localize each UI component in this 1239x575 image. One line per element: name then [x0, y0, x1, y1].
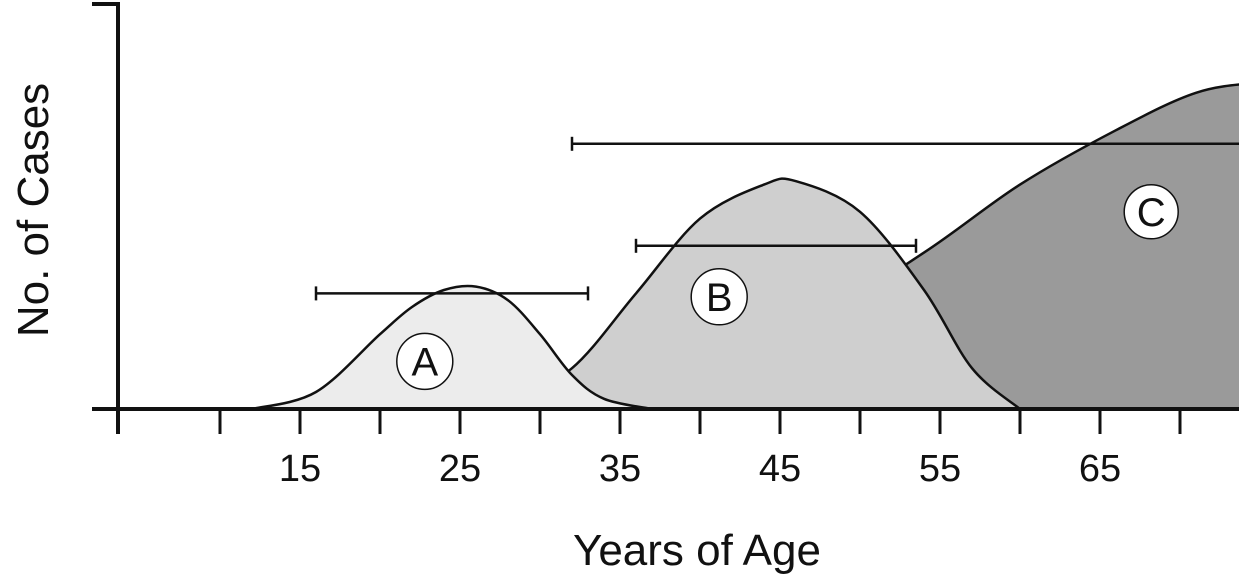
series-c-range-bar: [570, 136, 1239, 151]
series-a-curve: [251, 284, 653, 411]
series-a-label: A: [396, 332, 454, 391]
series-a-label-text: A: [411, 340, 438, 384]
series-a-area: [252, 285, 652, 409]
x-tick-label-15: 15: [279, 448, 321, 490]
series-b-label-text: B: [706, 276, 733, 320]
x-tick-label-35: 35: [599, 448, 641, 490]
series-c-label-text: C: [1137, 191, 1166, 235]
x-ticks: 15253545556575: [218, 409, 1239, 490]
x-tick-label-65: 65: [1079, 448, 1121, 490]
x-tick-label-45: 45: [759, 448, 801, 490]
series-b-label: B: [690, 268, 748, 326]
y-axis-title: No. of Cases: [9, 83, 58, 337]
axes: [92, 2, 1239, 434]
x-axis-title: Years of Age: [573, 526, 821, 575]
series-b-range-bar: [634, 238, 918, 253]
x-tick-label-25: 25: [439, 448, 481, 490]
x-tick-label-55: 55: [919, 448, 961, 490]
series-labels: A B C: [396, 184, 1179, 391]
series-c-label: C: [1123, 184, 1179, 240]
series-a-range-bar: [314, 286, 590, 301]
